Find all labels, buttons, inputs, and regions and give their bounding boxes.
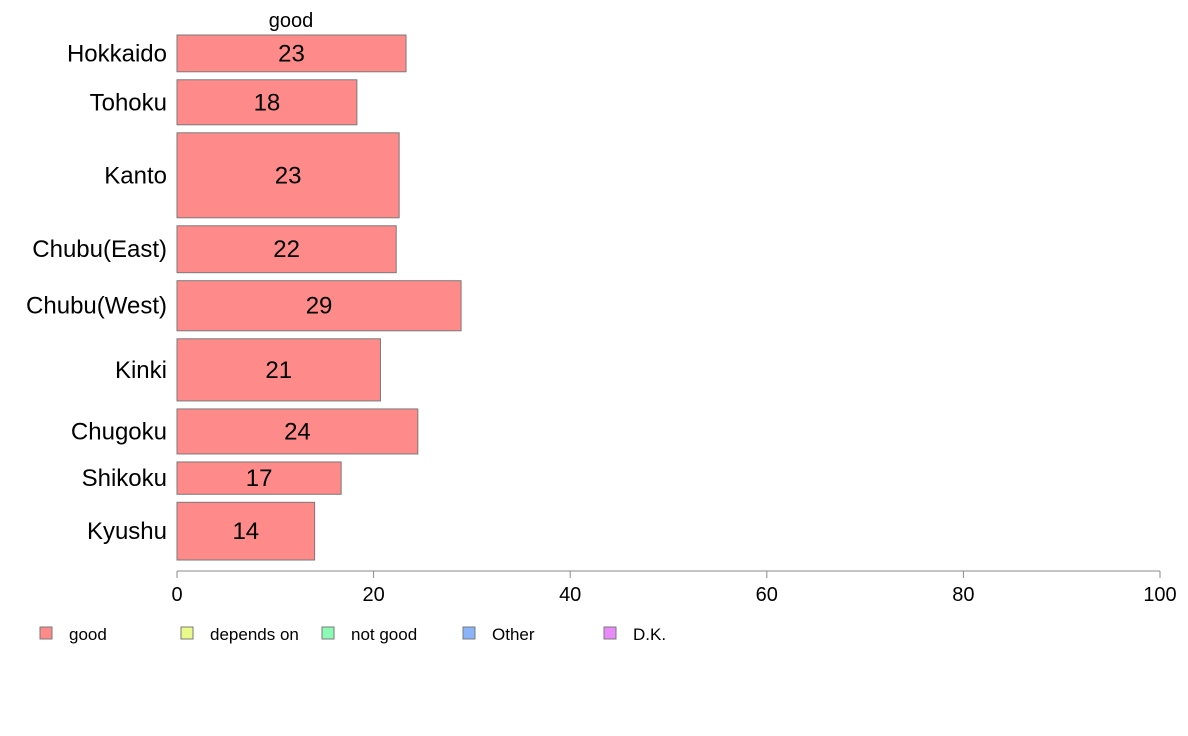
category-label: Shikoku bbox=[82, 465, 167, 492]
bar-value-label: 23 bbox=[278, 40, 305, 67]
legend-swatch bbox=[39, 626, 53, 640]
x-tick-label: 0 bbox=[171, 584, 182, 606]
bar-segment bbox=[176, 338, 381, 402]
bar-segment bbox=[176, 132, 400, 219]
bar-segment bbox=[176, 461, 342, 495]
bar-value-label: 17 bbox=[246, 465, 273, 492]
legend-swatch bbox=[462, 626, 476, 640]
panel-title: good bbox=[269, 10, 314, 32]
legend-label: Other bbox=[492, 625, 535, 644]
bar-value-label: 18 bbox=[254, 89, 281, 116]
legend-label: good bbox=[69, 625, 107, 644]
legend-label: D.K. bbox=[633, 625, 666, 644]
bar-value-label: 29 bbox=[306, 293, 333, 320]
legend-swatch bbox=[321, 626, 335, 640]
bars-group: Hokkaido 23 Tohoku 18 Kanto 23 Chubu(East) 22 Ch… bbox=[26, 34, 462, 561]
bar-value-label: 22 bbox=[273, 236, 300, 263]
x-tick-label: 20 bbox=[362, 584, 384, 606]
legend: good depends on not good Other D.K. bbox=[39, 625, 666, 644]
x-axis: 0 20 40 60 80 100 bbox=[171, 570, 1177, 606]
x-tick-label: 80 bbox=[952, 584, 974, 606]
category-label: Tohoku bbox=[90, 89, 167, 116]
bar-segment bbox=[176, 280, 462, 332]
bar-segment bbox=[176, 225, 397, 274]
x-tick-label: 100 bbox=[1143, 584, 1176, 606]
legend-swatch bbox=[603, 626, 617, 640]
bar-value-label: 24 bbox=[284, 418, 311, 445]
legend-label: depends on bbox=[210, 625, 299, 644]
category-label: Chubu(West) bbox=[26, 293, 167, 320]
category-label: Hokkaido bbox=[67, 40, 167, 67]
category-label: Kyushu bbox=[87, 518, 167, 545]
category-label: Chugoku bbox=[71, 418, 167, 445]
legend-label: not good bbox=[351, 625, 417, 644]
category-label: Chubu(East) bbox=[32, 236, 167, 263]
bar-value-label: 21 bbox=[265, 357, 292, 384]
bar-segment bbox=[176, 501, 316, 561]
category-label: Kinki bbox=[115, 357, 167, 384]
x-tick-label: 60 bbox=[756, 584, 778, 606]
bar-segment bbox=[176, 79, 358, 126]
x-tick-label: 40 bbox=[559, 584, 581, 606]
bar-segment bbox=[176, 34, 407, 73]
legend-swatch bbox=[180, 626, 194, 640]
bar-value-label: 14 bbox=[232, 518, 259, 545]
bar-segment bbox=[176, 408, 419, 455]
bar-value-label: 23 bbox=[275, 162, 302, 189]
category-label: Kanto bbox=[104, 162, 167, 189]
